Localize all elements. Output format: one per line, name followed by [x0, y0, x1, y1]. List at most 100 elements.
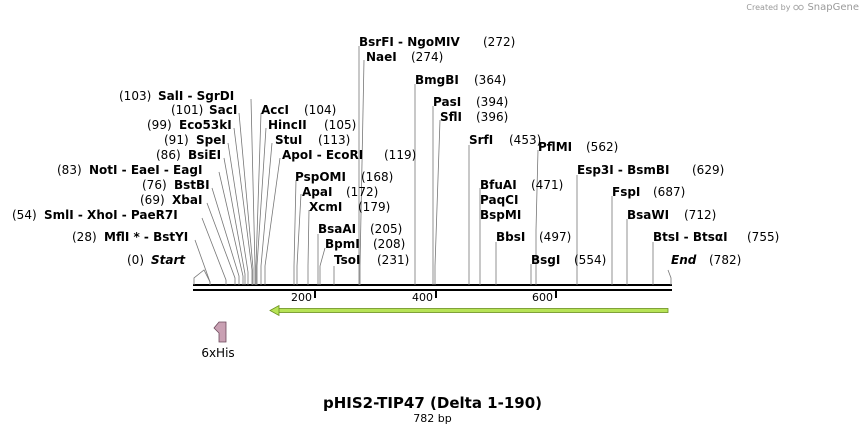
site-pos-esp3i: (629) — [692, 163, 724, 177]
site-pos-pflmi: (562) — [586, 140, 618, 154]
leader-spei — [227, 142, 249, 285]
site-name-bsiei: BsiEI — [188, 148, 221, 162]
site-name-bpmi: BpmI — [325, 237, 360, 251]
site-name-ecori: ApoI - EcoRI — [282, 148, 363, 162]
ruler-label-400: 400 — [412, 291, 433, 304]
site-name-smli: SmlI - XhoI - PaeR7I — [44, 208, 178, 222]
site-pos-acci: (104) — [304, 103, 336, 117]
site-pos-srfi: (453) — [509, 133, 541, 147]
plasmid-length: 782 bp — [413, 412, 452, 425]
site-name-fspi: FspI — [612, 185, 640, 199]
site-name-end: End — [671, 253, 697, 267]
site-pos-spei: (91) — [164, 133, 189, 147]
site-pos-xcmi: (179) — [358, 200, 390, 214]
site-name-sfli: SflI — [440, 110, 462, 124]
site-name-esp3i: Esp3I - BsmBI — [577, 163, 669, 177]
credit-brand: SnapGene — [807, 2, 859, 13]
site-name-tsoi: TsoI — [334, 253, 360, 267]
site-name-naei: NaeI — [366, 50, 397, 64]
ruler-label-600: 600 — [532, 291, 553, 304]
site-name-bspmi: BspMI — [480, 208, 521, 222]
leader-start — [193, 269, 211, 285]
leader-bpmi — [319, 247, 326, 285]
snapgene-logo-icon — [793, 4, 805, 11]
site-pos-mfli: (28) — [72, 230, 97, 244]
leader-stui — [260, 142, 273, 285]
plasmid-title: pHIS2-TIP47 (Delta 1-190) — [322, 394, 542, 412]
site-pos-bbsi: (497) — [539, 230, 571, 244]
leader-xcmi — [307, 209, 310, 285]
leader-ecori — [264, 157, 281, 285]
leader-hincii — [256, 127, 267, 285]
site-name-noti: NotI - EaeI - EagI — [89, 163, 202, 177]
site-name-pspomi: PspOMI — [295, 170, 346, 184]
site-pos-fspi: (687) — [653, 185, 685, 199]
site-name-pasi: PasI — [433, 95, 461, 109]
site-pos-sali: (103) — [119, 89, 151, 103]
site-name-saci: SacI — [209, 103, 237, 117]
leader-sfli — [434, 119, 441, 285]
site-name-bstbi: BstBI — [174, 178, 210, 192]
site-name-bfuai: BfuAI — [480, 178, 517, 192]
site-leader-lines — [193, 46, 672, 285]
leader-bsiei — [223, 157, 246, 285]
site-name-apai: ApaI — [302, 185, 332, 199]
site-pos-eco53ki: (99) — [147, 118, 172, 132]
orf-arrow-body[interactable] — [275, 308, 669, 313]
site-name-xcmi: XcmI — [309, 200, 342, 214]
site-pos-bmgbi: (364) — [474, 73, 506, 87]
site-name-btsi: BtsI - BtsαI — [653, 230, 728, 244]
leader-psmomi — [293, 179, 297, 285]
site-name-hincii: HincII — [268, 118, 307, 132]
site-pos-bsaai: (205) — [370, 222, 402, 236]
ruler-label-200: 200 — [291, 291, 312, 304]
site-name-pflmi: PflMI — [538, 140, 572, 154]
site-name-xbai: XbaI — [172, 193, 202, 207]
site-pos-btsi: (755) — [747, 230, 779, 244]
leader-saci — [238, 112, 254, 285]
site-name-acci: AccI — [261, 103, 289, 117]
leader-pflmi — [535, 149, 539, 285]
site-pos-noti: (83) — [57, 163, 82, 177]
feature-label-6xhis: 6xHis — [201, 346, 234, 360]
his-tag-arrow-icon[interactable] — [213, 321, 227, 343]
site-pos-start: (0) — [127, 253, 144, 267]
site-pos-smli: (54) — [12, 208, 37, 222]
site-pos-bpmi: (208) — [373, 237, 405, 251]
site-pos-bfuai: (471) — [531, 178, 563, 192]
leader-bstbi — [211, 187, 240, 285]
site-pos-bsrfi: (272) — [483, 35, 515, 49]
feature-6xhis[interactable]: 6xHis — [201, 321, 235, 360]
site-pos-saci: (101) — [171, 103, 203, 117]
site-pos-apai: (172) — [346, 185, 378, 199]
leader-noti — [218, 171, 244, 285]
site-name-srfi: SrfI — [469, 133, 493, 147]
site-pos-bstbi: (76) — [142, 178, 167, 192]
leader-end — [667, 269, 672, 285]
site-pos-bsawi: (712) — [684, 208, 716, 222]
site-pos-pasi: (394) — [476, 95, 508, 109]
site-labels: (0) Start (28) MflI * - BstYI (54) SmlI … — [12, 35, 779, 267]
site-name-bsrfi: BsrFI - NgoMIV — [359, 35, 460, 49]
site-pos-sfli: (396) — [476, 110, 508, 124]
leader-smli — [201, 217, 227, 285]
feature-orf-arrow[interactable] — [269, 304, 669, 317]
site-name-bmgbi: BmgBI — [415, 73, 459, 87]
leader-xbai — [206, 202, 236, 285]
site-pos-stui: (113) — [318, 133, 350, 147]
site-name-mfli: MflI * - BstYI — [104, 230, 188, 244]
site-name-paqci: PaqCI — [480, 193, 518, 207]
leader-eco53ki — [233, 127, 253, 285]
snapgene-credit: Created by SnapGene — [746, 2, 859, 13]
site-name-sali: SalI - SgrDI — [158, 89, 234, 103]
leader-naei — [359, 59, 365, 285]
site-name-bsaai: BsaAI — [318, 222, 356, 236]
site-pos-naei: (274) — [411, 50, 443, 64]
site-pos-pspomi: (168) — [361, 170, 393, 184]
site-name-bbsi: BbsI — [496, 230, 525, 244]
credit-prefix: Created by — [746, 3, 791, 12]
site-pos-ecori: (119) — [384, 148, 416, 162]
leader-apai — [296, 193, 302, 285]
orf-arrow-head-icon[interactable] — [269, 304, 280, 317]
